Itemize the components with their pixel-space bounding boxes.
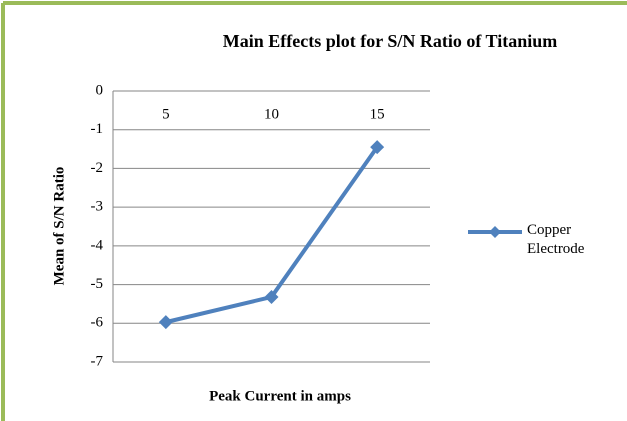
data-point: [264, 289, 279, 304]
y-tick-label: -2: [91, 160, 104, 176]
y-tick-label: -3: [91, 199, 104, 215]
y-tick-label: -7: [91, 353, 104, 369]
x-axis-label: Peak Current in amps: [209, 388, 351, 404]
x-tick-label: 5: [162, 106, 170, 122]
y-tick-label: 0: [96, 82, 104, 98]
y-tick-label: -1: [91, 121, 104, 137]
x-tick-label: 15: [370, 106, 385, 122]
x-tick-label: 10: [264, 106, 279, 122]
legend-marker: [489, 226, 501, 238]
data-point: [370, 140, 385, 155]
legend-label: Copper Electrode: [527, 222, 585, 257]
y-tick-label: -4: [91, 237, 104, 253]
chart-title: Main Effects plot for S/N Ratio of Titan…: [223, 31, 558, 51]
y-axis-label: Mean of S/N Ratio: [51, 167, 67, 286]
data-point: [158, 315, 173, 330]
y-tick-label: -6: [91, 315, 104, 331]
y-tick-label: -5: [91, 276, 104, 292]
